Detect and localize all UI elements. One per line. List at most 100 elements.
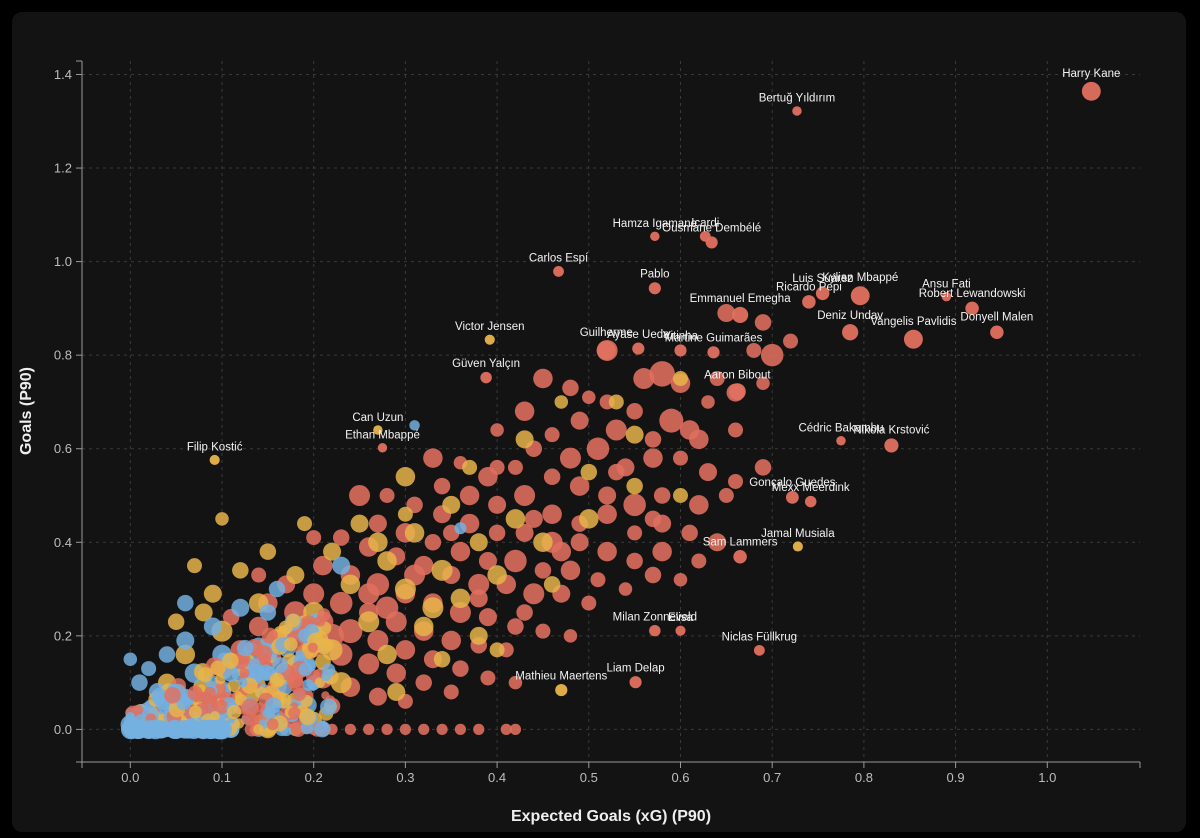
defence-point <box>231 598 250 617</box>
player-point[interactable] <box>792 106 802 116</box>
player-point[interactable] <box>850 286 870 306</box>
forward-point <box>488 524 506 542</box>
player-point[interactable] <box>705 236 718 249</box>
cluster-point <box>266 718 279 731</box>
player-label: Hamza Igamane <box>613 218 697 230</box>
forward-point <box>469 589 488 608</box>
x-tick-label: 0.5 <box>580 770 598 785</box>
y-tick-label: 0.8 <box>54 348 72 363</box>
forward-point <box>570 533 589 552</box>
forward-point <box>514 401 535 422</box>
player-point[interactable] <box>632 342 645 355</box>
midfield-point <box>625 425 644 444</box>
axes <box>81 61 1140 763</box>
player-point[interactable] <box>649 624 661 637</box>
midfield-point <box>413 616 434 637</box>
midfield-point <box>462 459 478 475</box>
player-point[interactable] <box>836 436 846 446</box>
cluster-point <box>313 720 331 738</box>
forward-point <box>500 723 512 736</box>
midfield-point <box>297 516 313 532</box>
player-label: Vitinha <box>663 331 699 343</box>
player-point[interactable] <box>1081 81 1101 101</box>
player-point[interactable] <box>707 346 720 359</box>
midfield-point <box>450 588 471 609</box>
forward-point <box>375 596 399 620</box>
zero-goal-point <box>152 720 170 739</box>
forward-point <box>344 723 357 736</box>
forward-point <box>488 495 507 514</box>
player-point[interactable] <box>965 301 979 316</box>
cluster-point <box>210 660 226 676</box>
player-label: Gonçalo Guedes <box>749 477 836 489</box>
player-point[interactable] <box>842 324 859 341</box>
player-point[interactable] <box>373 425 383 435</box>
cluster-point <box>262 709 271 719</box>
midfield-point <box>580 463 598 481</box>
player-label: Donyell Malen <box>960 312 1033 324</box>
player-point[interactable] <box>629 676 642 689</box>
defence-point <box>158 646 176 663</box>
defence-point <box>177 594 194 612</box>
forward-point <box>673 450 688 466</box>
forward-point <box>332 529 350 546</box>
player-label: Mathieu Maertens <box>515 670 607 682</box>
player-point[interactable] <box>903 329 923 349</box>
forward-point <box>395 640 416 660</box>
player-point[interactable] <box>728 383 746 401</box>
midfield-point <box>673 371 688 387</box>
midfield-point <box>186 558 202 574</box>
x-axis-ticks: 0.0 0.1 0.2 0.3 0.4 0.5 0.6 0.7 0.8 0.9 1.0 <box>81 762 1141 785</box>
player-point[interactable] <box>941 291 952 302</box>
cluster-point <box>239 667 250 678</box>
forward-point <box>515 523 534 542</box>
cluster-point <box>176 695 192 711</box>
midfield-point <box>515 430 534 449</box>
midfield-point <box>323 542 342 561</box>
player-point[interactable] <box>377 443 388 453</box>
player-point[interactable] <box>648 282 661 295</box>
midfield-point <box>433 650 451 668</box>
player-point[interactable] <box>650 231 660 242</box>
player-point[interactable] <box>753 644 765 656</box>
midfield-point <box>259 543 277 560</box>
player-point[interactable] <box>732 306 749 324</box>
midfield-point <box>533 532 553 553</box>
player-label: Liam Delap <box>606 662 664 674</box>
forward-point <box>569 476 590 496</box>
forward-point <box>633 368 655 390</box>
cluster-point <box>265 697 282 714</box>
cluster-point <box>233 718 245 729</box>
player-label: Ayase Ueda <box>607 329 670 341</box>
player-point[interactable] <box>884 438 899 453</box>
player-point[interactable] <box>792 541 803 552</box>
player-point[interactable] <box>553 266 564 277</box>
forward-point <box>452 660 469 677</box>
player-point[interactable] <box>815 286 830 301</box>
cluster-point <box>236 639 254 657</box>
forward-point <box>581 595 597 611</box>
player-point[interactable] <box>733 550 747 564</box>
player-point[interactable] <box>675 625 686 636</box>
forward-point <box>563 629 578 643</box>
player-point[interactable] <box>804 495 817 508</box>
cluster-point <box>261 627 278 644</box>
player-point[interactable] <box>785 490 799 504</box>
zero-goal-point <box>175 720 195 739</box>
player-point[interactable] <box>596 341 616 360</box>
forward-point <box>363 723 375 736</box>
grid <box>82 61 1140 762</box>
midfield-point <box>350 514 369 533</box>
forward-point <box>504 549 527 573</box>
cluster-point <box>215 673 226 685</box>
player-point[interactable] <box>209 454 220 466</box>
player-point[interactable] <box>674 344 687 357</box>
player-point[interactable] <box>484 334 495 345</box>
player-point[interactable] <box>990 325 1004 339</box>
defence-point <box>454 522 467 535</box>
player-point[interactable] <box>802 295 816 309</box>
player-point[interactable] <box>480 371 492 384</box>
forward-point <box>598 486 617 505</box>
midfield-point <box>487 565 507 585</box>
player-point[interactable] <box>555 684 568 697</box>
